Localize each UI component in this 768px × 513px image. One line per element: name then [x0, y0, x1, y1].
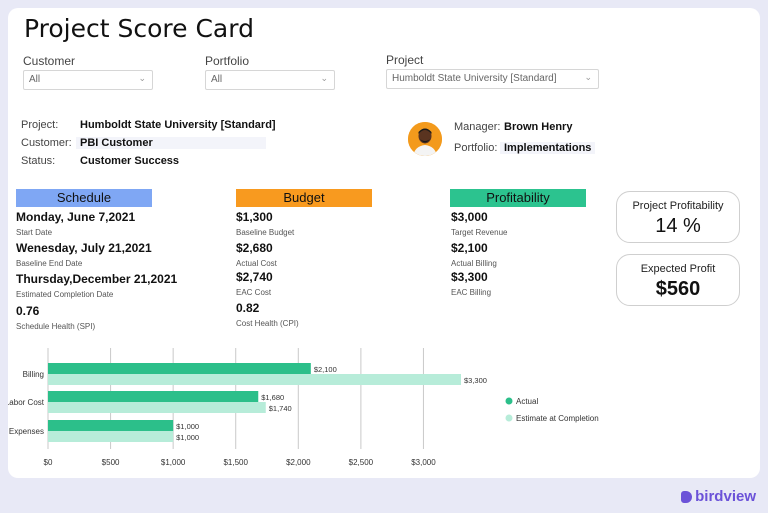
portfolio-filter-value: All [211, 74, 223, 85]
x-tick-label: $500 [102, 458, 120, 467]
estimated-completion-metric: Thursday,December 21,2021 Estimated Comp… [16, 272, 177, 299]
metric-value: $3,300 [451, 270, 488, 284]
project-filter-label: Project [386, 53, 424, 67]
y-category-label: Expenses [9, 427, 44, 436]
project-info-label: Project: [21, 119, 59, 131]
customer-filter-select[interactable]: All ⌄ [23, 70, 153, 90]
spi-metric: 0.76 Schedule Health (SPI) [16, 304, 95, 331]
x-tick-label: $0 [44, 458, 53, 467]
status-info-value: Customer Success [80, 155, 180, 167]
metric-value: 0.82 [236, 301, 260, 315]
birdview-logo-text: birdview [695, 488, 756, 505]
y-category-label: Billing [23, 370, 44, 379]
x-tick-label: $2,000 [286, 458, 311, 467]
metric-value: Monday, June 7,2021 [16, 210, 136, 224]
avatar [408, 122, 442, 156]
project-info-value: Humboldt State University [Standard] [80, 119, 276, 131]
legend-label: Actual [516, 397, 538, 406]
birdview-logo-mark [681, 490, 693, 503]
metric-value: Wenesday, July 21,2021 [16, 241, 152, 255]
baseline-end-date-metric: Wenesday, July 21,2021 Baseline End Date [16, 241, 152, 268]
metric-label: Start Date [16, 228, 53, 237]
eac-billing-metric: $3,300 EAC Billing [451, 270, 491, 297]
metric-value: $1,300 [236, 210, 273, 224]
metric-label: Baseline Budget [236, 228, 295, 237]
bar-data-label: $2,100 [314, 365, 337, 374]
page-title: Project Score Card [24, 14, 254, 43]
baseline-budget-metric: $1,300 Baseline Budget [236, 210, 294, 237]
legend-label: Estimate at Completion [516, 414, 599, 423]
metric-label: Actual Billing [451, 259, 497, 268]
metric-value: Thursday,December 21,2021 [16, 272, 178, 286]
portfolio-info-label: Portfolio: [454, 142, 498, 154]
bar-data-label: $1,000 [176, 433, 199, 442]
metric-value: 0.76 [16, 304, 40, 318]
chevron-down-icon: ⌄ [138, 73, 146, 83]
expected-profit-card: Expected Profit $560 [616, 254, 740, 306]
budget-header: Budget [236, 189, 372, 207]
bar-data-label: $1,740 [269, 404, 292, 413]
kpi-value: $560 [655, 278, 701, 300]
kpi-title: Project Profitability [632, 200, 724, 212]
portfolio-filter-select[interactable]: All ⌄ [205, 70, 335, 90]
customer-filter-value: All [29, 74, 41, 85]
manager-info-label: Manager: [454, 121, 501, 133]
cpi-metric: 0.82 Cost Health (CPI) [236, 301, 299, 328]
metric-value: $2,100 [451, 241, 488, 255]
project-profitability-card: Project Profitability 14 % [616, 191, 740, 243]
metric-label: Schedule Health (SPI) [16, 322, 96, 331]
schedule-header: Schedule [16, 189, 152, 207]
bar-estimate [48, 374, 461, 385]
metric-value: $2,680 [236, 241, 273, 255]
eac-cost-metric: $2,740 EAC Cost [236, 270, 273, 297]
target-revenue-metric: $3,000 Target Revenue [451, 210, 507, 237]
bar-actual [48, 363, 311, 374]
manager-info-value: Brown Henry [504, 121, 573, 133]
customer-info-value: PBI Customer [76, 137, 266, 149]
metric-label: Cost Health (CPI) [236, 319, 299, 328]
x-tick-label: $1,500 [223, 458, 248, 467]
portfolio-info-value: Implementations [500, 142, 596, 154]
legend-swatch [505, 414, 513, 422]
actual-billing-metric: $2,100 Actual Billing [451, 241, 497, 268]
x-tick-label: $1,000 [161, 458, 186, 467]
metric-label: Baseline End Date [16, 259, 83, 268]
metric-label: EAC Cost [236, 288, 272, 297]
metric-label: Actual Cost [236, 259, 277, 268]
bar-estimate [48, 402, 266, 413]
kpi-value: 14 % [655, 215, 701, 237]
x-tick-label: $2,500 [349, 458, 374, 467]
bar-actual [48, 391, 259, 402]
actual-cost-metric: $2,680 Actual Cost [236, 241, 277, 268]
metric-label: EAC Billing [451, 288, 492, 297]
bar-data-label: $3,300 [464, 376, 487, 385]
metric-label: Estimated Completion Date [16, 290, 114, 299]
x-tick-label: $3,000 [411, 458, 436, 467]
metric-value: $3,000 [451, 210, 488, 224]
profitability-header: Profitability [450, 189, 586, 207]
start-date-metric: Monday, June 7,2021 Start Date [16, 210, 135, 237]
bar-data-label: $1,680 [261, 393, 284, 402]
customer-filter-label: Customer [23, 54, 76, 68]
customer-info-label: Customer: [21, 137, 72, 149]
birdview-logo: birdview [681, 488, 756, 505]
y-category-label: Labor Cost [8, 398, 45, 407]
status-info-label: Status: [21, 155, 56, 167]
metric-value: $2,740 [236, 270, 273, 284]
project-filter-select[interactable]: Humboldt State University [Standard] ⌄ [386, 69, 599, 89]
cost-comparison-bar-chart: $0 $500 $1,000 $1,500 $2,000 $2,500 $3,000 Bill… [8, 348, 599, 467]
project-filter-value: Humboldt State University [Standard] [392, 73, 557, 84]
legend-swatch [505, 397, 513, 405]
score-card-panel: Project Score Card Customer All ⌄ Portfo… [8, 8, 760, 478]
bar-estimate [48, 431, 174, 442]
metric-label: Target Revenue [451, 228, 508, 237]
kpi-title: Expected Profit [640, 263, 716, 275]
chevron-down-icon: ⌄ [320, 73, 328, 83]
avatar-image [408, 122, 442, 156]
bar-actual [48, 420, 174, 431]
portfolio-filter-label: Portfolio [205, 54, 250, 68]
chevron-down-icon: ⌄ [584, 72, 592, 82]
bar-data-label: $1,000 [176, 422, 199, 431]
